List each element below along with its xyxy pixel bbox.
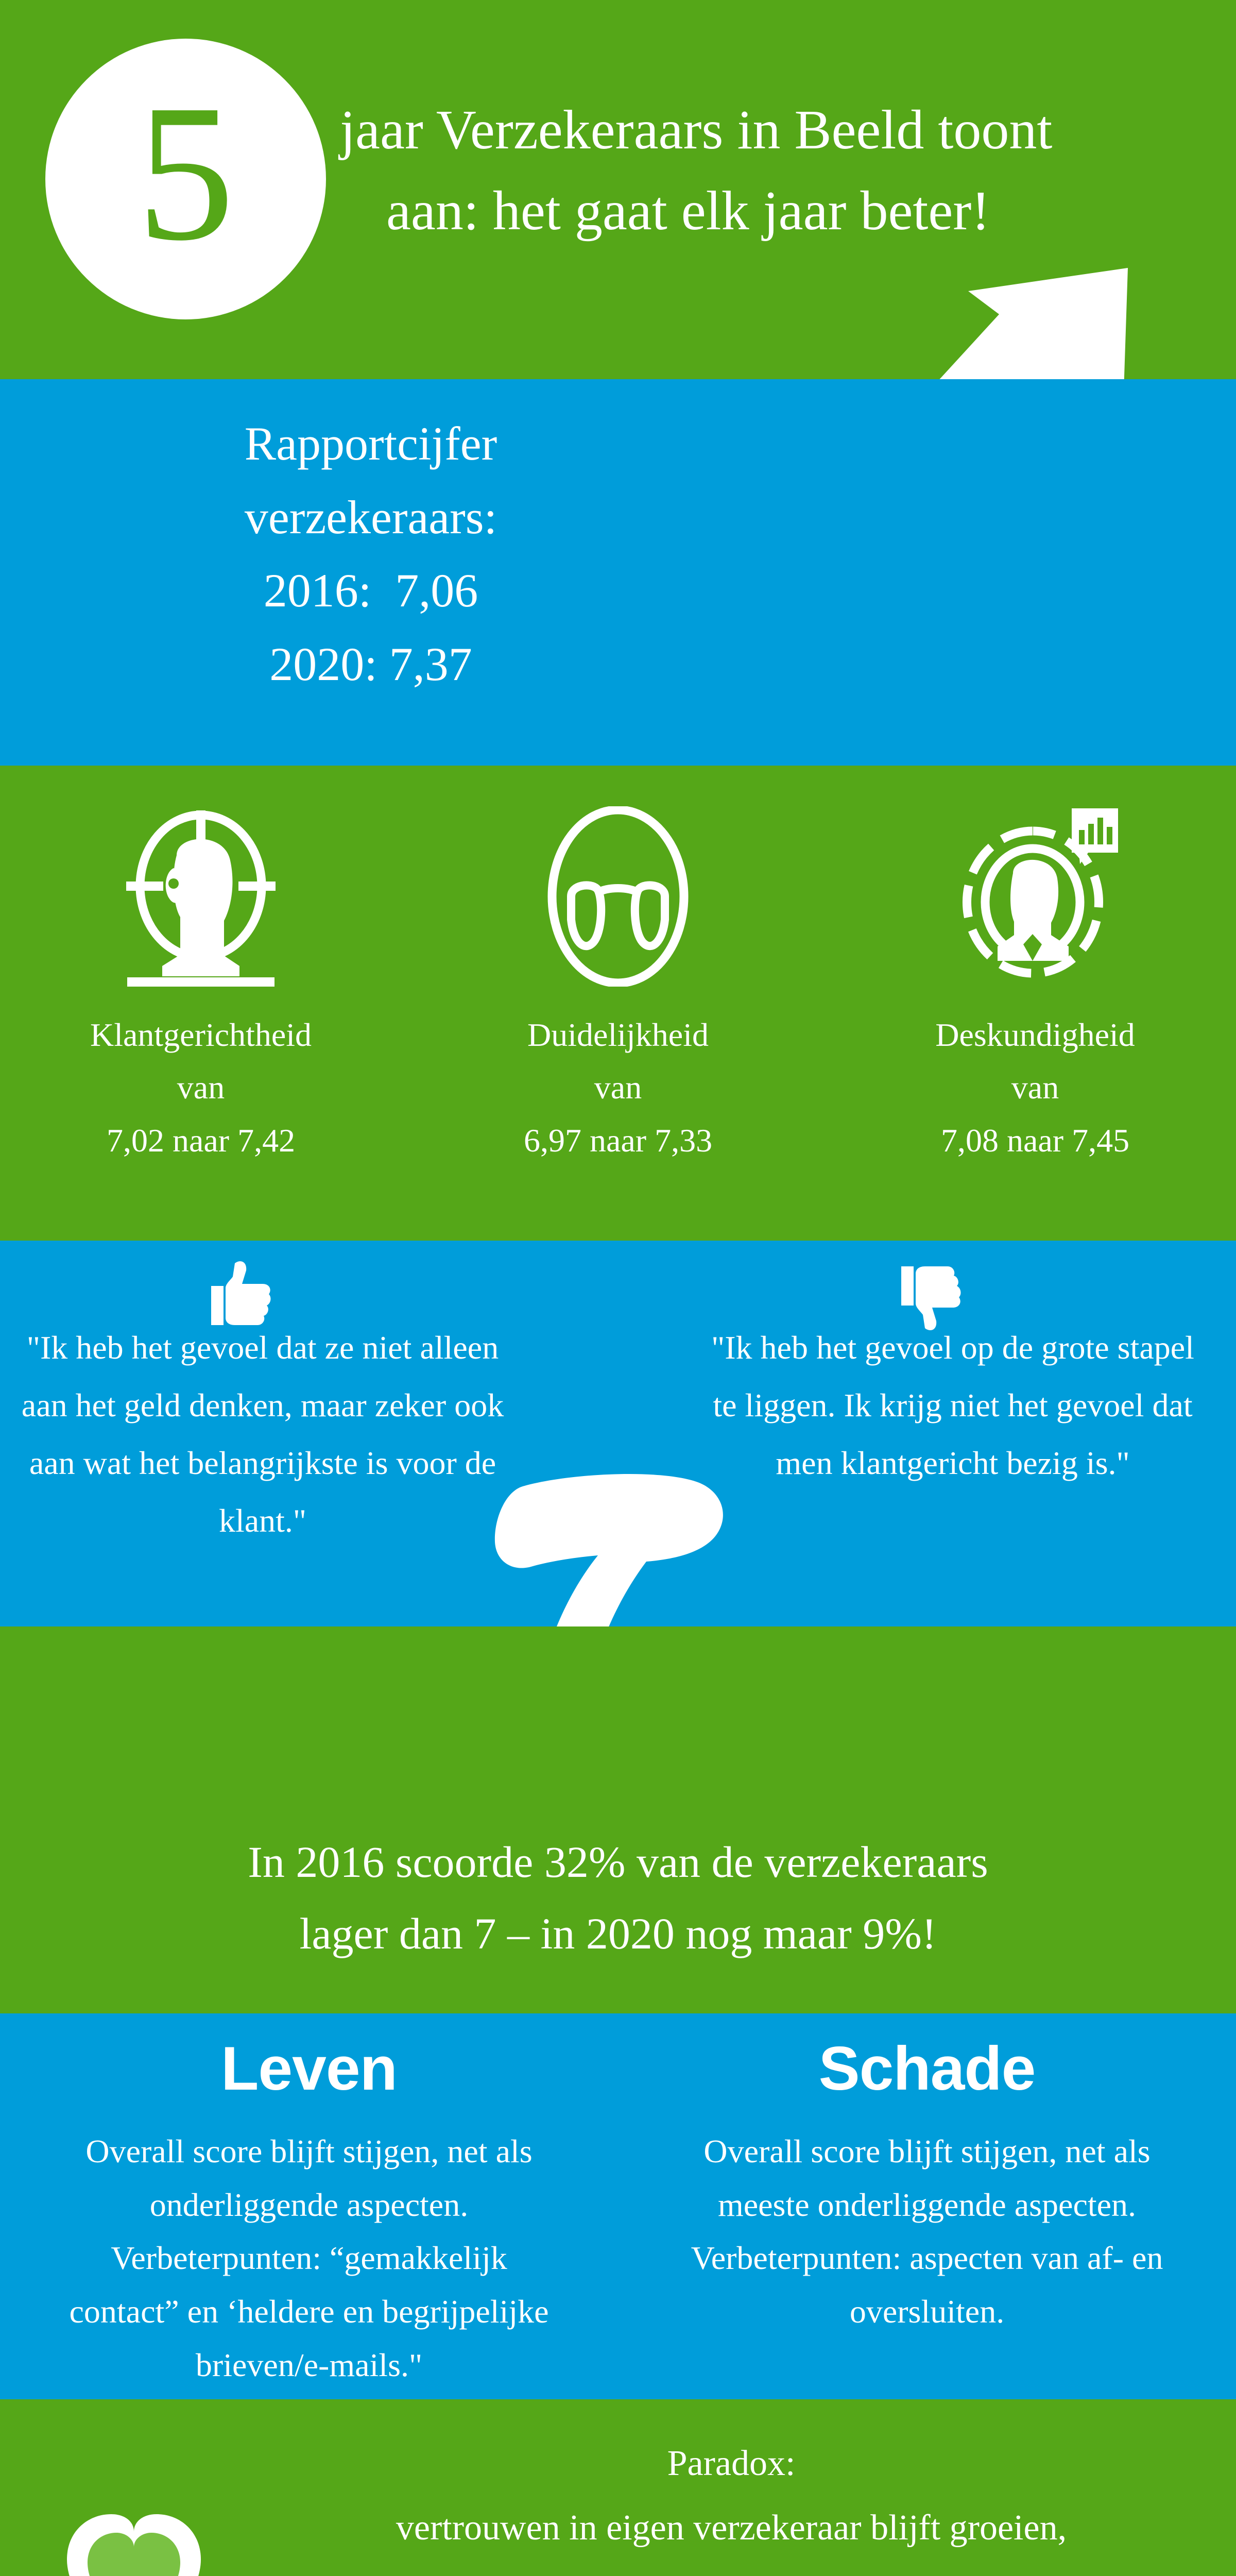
quote-positive: "Ik heb het gevoel dat ze niet alleen aa…	[21, 1319, 505, 1550]
branch-heading: Leven	[221, 2034, 398, 2103]
aspect-label: Deskundigheid	[935, 1016, 1135, 1053]
expert-gear-chart-icon	[845, 793, 1226, 999]
target-customer-icon	[10, 793, 391, 999]
branch-body: Overall score blijft stijgen, net als me…	[691, 2133, 1163, 2330]
aspect-sub: van	[594, 1069, 642, 1106]
report-label-line2: verzekeraars:	[244, 490, 497, 544]
paradox-line1: Paradox:	[667, 2444, 796, 2483]
branch-body: Overall score blijft stijgen, net als on…	[69, 2133, 549, 2383]
glasses-icon	[427, 793, 809, 999]
seven-statement-line2: lager dan 7 – in 2020 nog maar 9%!	[299, 1909, 937, 1959]
aspect-label: Duidelijkheid	[527, 1016, 709, 1053]
quote-text: "Ik heb het gevoel op de grote stapel te…	[711, 1329, 1194, 1481]
seven-statement: In 2016 scoorde 32% van de verzekeraars …	[52, 1826, 1184, 1970]
paradox-section	[0, 2399, 1236, 2576]
aspect-range: 7,08 naar 7,45	[940, 1122, 1130, 1159]
hero-number: 5	[136, 64, 235, 281]
aspect-label: Klantgerichtheid	[90, 1016, 312, 1053]
quote-text: "Ik heb het gevoel dat ze niet alleen aa…	[21, 1329, 504, 1539]
branch-card-leven: Leven Overall score blijft stijgen, net …	[31, 2030, 587, 2392]
seven-statement-line1: In 2016 scoorde 32% van de verzekeraars	[248, 1837, 988, 1887]
aspect-range: 6,97 naar 7,33	[523, 1122, 713, 1159]
aspect-card-klantgerichtheid: Klantgerichtheid van 7,02 naar 7,42	[10, 793, 391, 1167]
paradox-line3: in sector minder:	[268, 2560, 1195, 2576]
report-value-2020: 2020: 7,37	[269, 637, 472, 690]
hero-title-line2: aan: het gaat elk jaar beter!	[386, 180, 990, 242]
thumbs-down-icon	[901, 1266, 961, 1330]
branch-heading: Schade	[818, 2034, 1036, 2103]
hand-holding-heart-icon	[67, 2514, 201, 2576]
paradox-line2: vertrouwen in eigen verzekeraar blijft g…	[396, 2507, 1067, 2548]
hero-number-badge: 5	[45, 39, 326, 319]
branches-section	[0, 2013, 1236, 2399]
aspect-card-deskundigheid: Deskundigheid van 7,08 naar 7,45	[845, 793, 1226, 1167]
report-score-section	[0, 379, 1236, 766]
aspect-range: 7,02 naar 7,42	[106, 1122, 296, 1159]
seven-statement-section	[0, 1626, 1236, 2013]
report-score-block: Rapportcijfer verzekeraars: 2016: 7,06 2…	[113, 407, 628, 701]
aspect-card-duidelijkheid: Duidelijkheid van 6,97 naar 7,33	[427, 793, 809, 1167]
report-value-2016: 2016: 7,06	[263, 564, 478, 617]
aspect-sub: van	[177, 1069, 225, 1106]
aspect-sub: van	[1011, 1069, 1059, 1106]
report-label-line1: Rapportcijfer	[244, 417, 497, 470]
page-title: jaar Verzekeraars in Beeld toont aan: he…	[340, 90, 1184, 251]
paradox-text: Paradox: vertrouwen in eigen verzekeraar…	[268, 2432, 1195, 2576]
thumbs-up-icon	[211, 1261, 271, 1325]
quote-negative: "Ik heb het gevoel op de grote stapel te…	[711, 1319, 1195, 1492]
hero-title-line1: jaar Verzekeraars in Beeld toont	[340, 99, 1053, 161]
branch-card-schade: Schade Overall score blijft stijgen, net…	[649, 2030, 1205, 2338]
